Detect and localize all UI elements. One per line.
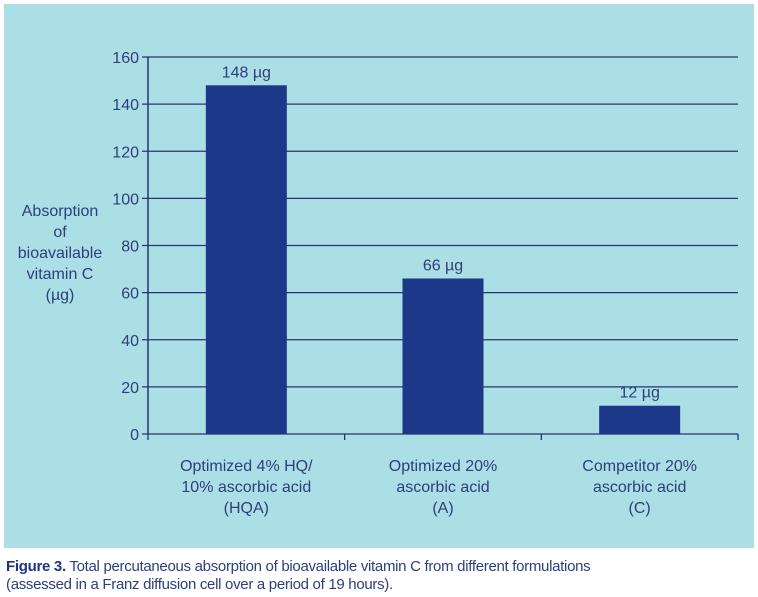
x-tick-label: Optimized 20% <box>389 458 498 475</box>
y-axis-label: of <box>53 224 67 241</box>
chart-panel: 0 20 40 60 80 100 120 140 160 148 µg Optimized 4% … <box>4 4 754 548</box>
x-tick-label: Competitor 20% <box>582 458 697 475</box>
x-tick-label: (A) <box>432 500 453 517</box>
y-tick-label: 60 <box>121 286 139 303</box>
y-axis-label: vitamin C <box>27 266 94 283</box>
figure-caption: Figure 3. Total percutaneous absorption … <box>6 558 591 594</box>
y-tick-label: 140 <box>112 97 139 114</box>
y-tick-label: 40 <box>121 333 139 350</box>
x-tick-label: 10% ascorbic acid <box>181 479 311 496</box>
x-tick-label: ascorbic acid <box>593 479 686 496</box>
caption-text: Total percutaneous absorption of bioavai… <box>65 558 591 575</box>
x-tick-label: (HQA) <box>224 500 269 517</box>
data-label: 12 µg <box>619 385 659 402</box>
bar-chart: 0 20 40 60 80 100 120 140 160 148 µg Optimized 4% … <box>18 50 739 517</box>
data-label: 148 µg <box>222 64 271 81</box>
bar <box>205 85 287 435</box>
x-tick-label: ascorbic acid <box>396 479 489 496</box>
y-tick-label: 120 <box>112 144 139 161</box>
y-axis-label: Absorption <box>22 203 99 220</box>
y-tick-label: 80 <box>121 239 139 256</box>
caption-text-2: (assessed in a Franz diffusion cell over… <box>6 576 393 593</box>
caption-label: Figure 3. <box>6 558 66 575</box>
y-tick-label: 100 <box>112 191 139 208</box>
y-tick-label: 160 <box>112 50 139 67</box>
x-tick-label: Optimized 4% HQ/ <box>180 458 313 475</box>
y-tick-label: 0 <box>130 427 139 444</box>
bar <box>599 405 681 434</box>
y-tick-label: 20 <box>121 380 139 397</box>
y-axis-label: bioavailable <box>18 245 103 262</box>
y-axis-label: (µg) <box>46 287 75 304</box>
data-label: 66 µg <box>423 257 463 274</box>
x-tick-label: (C) <box>629 500 651 517</box>
bar <box>402 278 484 434</box>
